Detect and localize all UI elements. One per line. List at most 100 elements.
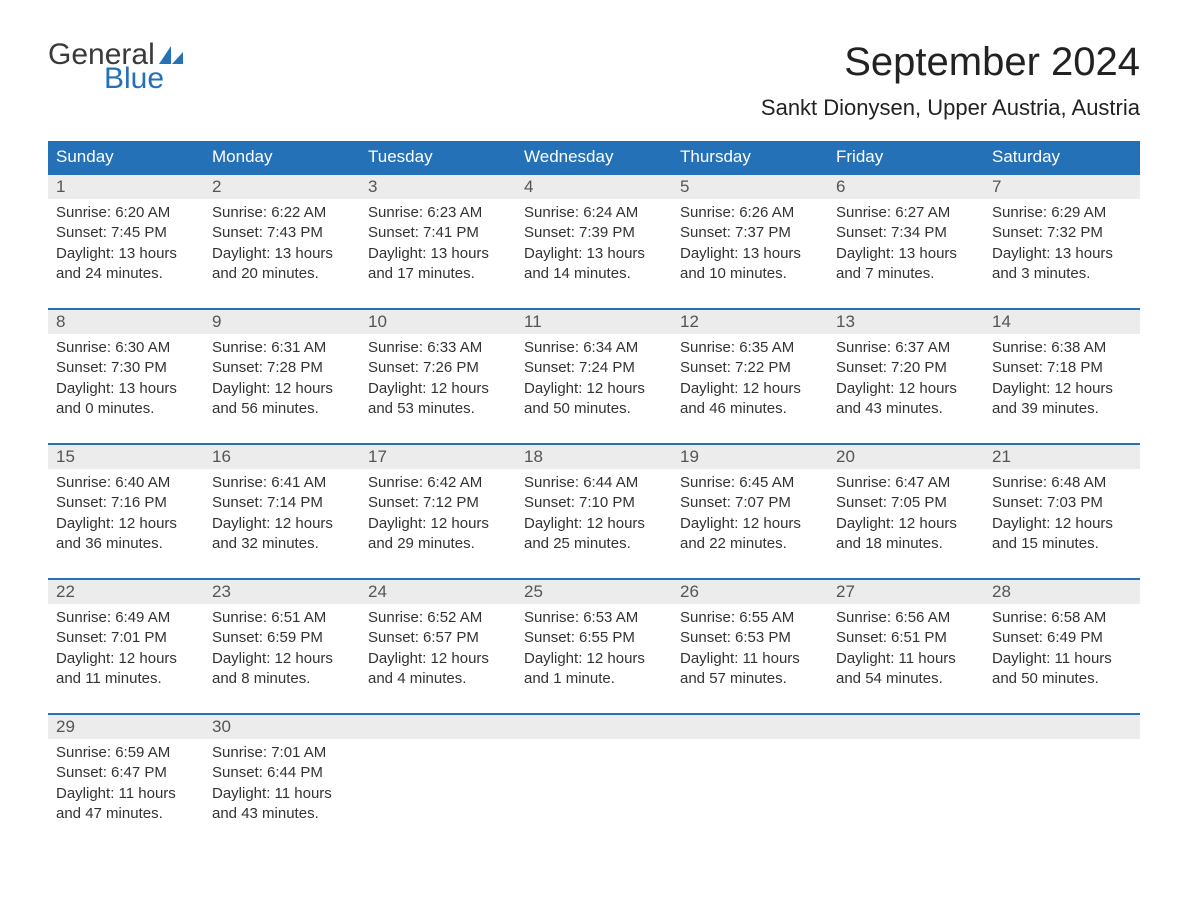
day-cell xyxy=(828,739,984,848)
day-d2: and 50 minutes. xyxy=(992,669,1132,689)
daynum-cell: 11 xyxy=(516,308,672,334)
day-sunset: Sunset: 7:10 PM xyxy=(524,493,664,513)
day-sunrise: Sunrise: 6:41 AM xyxy=(212,473,352,493)
day-number: 11 xyxy=(516,310,672,334)
day-body: Sunrise: 6:22 AMSunset: 7:43 PMDaylight:… xyxy=(212,199,352,284)
day-d1: Daylight: 13 hours xyxy=(56,244,196,264)
daynum-cell: 7 xyxy=(984,173,1140,199)
day-sunset: Sunset: 6:55 PM xyxy=(524,628,664,648)
day-sunset: Sunset: 7:34 PM xyxy=(836,223,976,243)
day-number: 21 xyxy=(984,445,1140,469)
day-header: Friday xyxy=(828,141,984,173)
daynum-cell: 28 xyxy=(984,578,1140,604)
day-header: Sunday xyxy=(48,141,204,173)
day-body: Sunrise: 6:27 AMSunset: 7:34 PMDaylight:… xyxy=(836,199,976,284)
day-cell: Sunrise: 6:59 AMSunset: 6:47 PMDaylight:… xyxy=(48,739,204,848)
day-number: 15 xyxy=(48,445,204,469)
day-cell: Sunrise: 6:42 AMSunset: 7:12 PMDaylight:… xyxy=(360,469,516,578)
day-sunset: Sunset: 7:28 PM xyxy=(212,358,352,378)
day-sunset: Sunset: 7:22 PM xyxy=(680,358,820,378)
day-sunset: Sunset: 7:16 PM xyxy=(56,493,196,513)
day-number: 24 xyxy=(360,580,516,604)
day-cell: Sunrise: 6:44 AMSunset: 7:10 PMDaylight:… xyxy=(516,469,672,578)
day-number: 2 xyxy=(204,175,360,199)
day-sunset: Sunset: 7:24 PM xyxy=(524,358,664,378)
daynum-cell xyxy=(672,713,828,739)
week-body-row: Sunrise: 6:49 AMSunset: 7:01 PMDaylight:… xyxy=(48,604,1140,713)
day-cell: Sunrise: 6:26 AMSunset: 7:37 PMDaylight:… xyxy=(672,199,828,308)
day-body: Sunrise: 6:30 AMSunset: 7:30 PMDaylight:… xyxy=(56,334,196,419)
day-d1: Daylight: 13 hours xyxy=(836,244,976,264)
day-cell: Sunrise: 6:38 AMSunset: 7:18 PMDaylight:… xyxy=(984,334,1140,443)
day-sunset: Sunset: 7:12 PM xyxy=(368,493,508,513)
day-body: Sunrise: 6:26 AMSunset: 7:37 PMDaylight:… xyxy=(680,199,820,284)
day-sunrise: Sunrise: 6:29 AM xyxy=(992,203,1132,223)
daynum-cell: 10 xyxy=(360,308,516,334)
day-sunrise: Sunrise: 6:24 AM xyxy=(524,203,664,223)
day-sunrise: Sunrise: 6:34 AM xyxy=(524,338,664,358)
day-header: Tuesday xyxy=(360,141,516,173)
day-d1: Daylight: 12 hours xyxy=(212,649,352,669)
day-body: Sunrise: 6:53 AMSunset: 6:55 PMDaylight:… xyxy=(524,604,664,689)
day-d2: and 11 minutes. xyxy=(56,669,196,689)
day-sunset: Sunset: 7:39 PM xyxy=(524,223,664,243)
day-d1: Daylight: 13 hours xyxy=(680,244,820,264)
day-d2: and 54 minutes. xyxy=(836,669,976,689)
day-header: Saturday xyxy=(984,141,1140,173)
day-cell: Sunrise: 6:29 AMSunset: 7:32 PMDaylight:… xyxy=(984,199,1140,308)
day-d2: and 46 minutes. xyxy=(680,399,820,419)
day-number: 8 xyxy=(48,310,204,334)
day-body: Sunrise: 6:29 AMSunset: 7:32 PMDaylight:… xyxy=(992,199,1132,284)
day-body: Sunrise: 6:58 AMSunset: 6:49 PMDaylight:… xyxy=(992,604,1132,689)
daynum-cell: 2 xyxy=(204,173,360,199)
day-d1: Daylight: 12 hours xyxy=(212,379,352,399)
day-sunrise: Sunrise: 6:31 AM xyxy=(212,338,352,358)
day-header: Monday xyxy=(204,141,360,173)
day-cell: Sunrise: 6:53 AMSunset: 6:55 PMDaylight:… xyxy=(516,604,672,713)
day-d1: Daylight: 12 hours xyxy=(524,514,664,534)
daynum-cell: 18 xyxy=(516,443,672,469)
day-header: Thursday xyxy=(672,141,828,173)
day-number: 16 xyxy=(204,445,360,469)
day-number: 13 xyxy=(828,310,984,334)
day-sunset: Sunset: 7:37 PM xyxy=(680,223,820,243)
day-cell: Sunrise: 6:48 AMSunset: 7:03 PMDaylight:… xyxy=(984,469,1140,578)
day-sunrise: Sunrise: 6:35 AM xyxy=(680,338,820,358)
day-d2: and 0 minutes. xyxy=(56,399,196,419)
day-sunrise: Sunrise: 6:42 AM xyxy=(368,473,508,493)
day-body: Sunrise: 6:31 AMSunset: 7:28 PMDaylight:… xyxy=(212,334,352,419)
day-d2: and 18 minutes. xyxy=(836,534,976,554)
day-sunrise: Sunrise: 6:59 AM xyxy=(56,743,196,763)
location-text: Sankt Dionysen, Upper Austria, Austria xyxy=(761,95,1140,121)
day-cell: Sunrise: 6:31 AMSunset: 7:28 PMDaylight:… xyxy=(204,334,360,443)
daynum-cell: 15 xyxy=(48,443,204,469)
day-cell: Sunrise: 6:52 AMSunset: 6:57 PMDaylight:… xyxy=(360,604,516,713)
day-body: Sunrise: 6:55 AMSunset: 6:53 PMDaylight:… xyxy=(680,604,820,689)
daynum-cell: 25 xyxy=(516,578,672,604)
day-d2: and 22 minutes. xyxy=(680,534,820,554)
day-sunrise: Sunrise: 6:26 AM xyxy=(680,203,820,223)
day-sunrise: Sunrise: 6:40 AM xyxy=(56,473,196,493)
day-sunrise: Sunrise: 6:45 AM xyxy=(680,473,820,493)
week-body-row: Sunrise: 6:30 AMSunset: 7:30 PMDaylight:… xyxy=(48,334,1140,443)
day-d1: Daylight: 12 hours xyxy=(992,379,1132,399)
daynum-row: 15161718192021 xyxy=(48,443,1140,469)
day-body: Sunrise: 6:49 AMSunset: 7:01 PMDaylight:… xyxy=(56,604,196,689)
day-sunset: Sunset: 7:05 PM xyxy=(836,493,976,513)
day-body: Sunrise: 6:45 AMSunset: 7:07 PMDaylight:… xyxy=(680,469,820,554)
day-d2: and 29 minutes. xyxy=(368,534,508,554)
day-sunset: Sunset: 7:20 PM xyxy=(836,358,976,378)
day-number: 30 xyxy=(204,715,360,739)
day-d2: and 43 minutes. xyxy=(212,804,352,824)
daynum-cell: 24 xyxy=(360,578,516,604)
day-d1: Daylight: 12 hours xyxy=(368,514,508,534)
day-d1: Daylight: 11 hours xyxy=(680,649,820,669)
day-sunrise: Sunrise: 6:56 AM xyxy=(836,608,976,628)
calendar-table: Sunday Monday Tuesday Wednesday Thursday… xyxy=(48,141,1140,848)
day-body: Sunrise: 6:47 AMSunset: 7:05 PMDaylight:… xyxy=(836,469,976,554)
day-sunrise: Sunrise: 6:33 AM xyxy=(368,338,508,358)
day-body: Sunrise: 6:56 AMSunset: 6:51 PMDaylight:… xyxy=(836,604,976,689)
day-body: Sunrise: 6:24 AMSunset: 7:39 PMDaylight:… xyxy=(524,199,664,284)
day-sunset: Sunset: 6:53 PM xyxy=(680,628,820,648)
day-d1: Daylight: 12 hours xyxy=(524,379,664,399)
